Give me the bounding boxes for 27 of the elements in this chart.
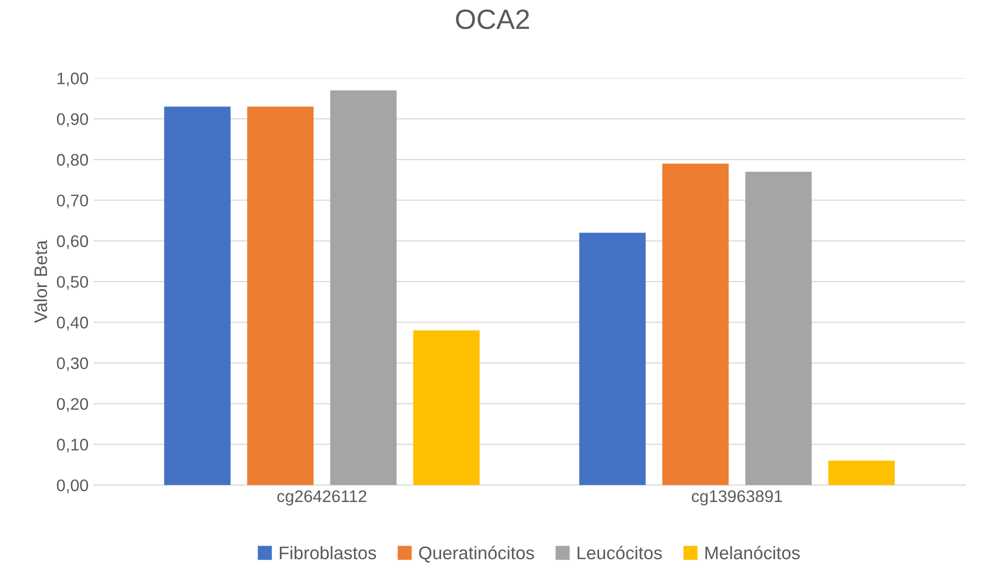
- y-axis-title: Valor Beta: [34, 240, 48, 323]
- y-tick-label: 0,60: [56, 235, 88, 250]
- y-tick-label: 0,30: [56, 357, 88, 372]
- y-tick-label: 0,40: [56, 316, 88, 330]
- y-tick-label: 0,50: [56, 276, 88, 290]
- legend-label: Fibroblastos: [280, 546, 376, 560]
- x-tick-label: cg13963891: [692, 490, 782, 506]
- legend-label: Leucócitos: [578, 546, 662, 560]
- y-tick-label: 0,00: [56, 479, 88, 494]
- legend-label: Queratinócitos: [419, 546, 534, 563]
- bar: [579, 232, 646, 486]
- y-tick-label: 0,10: [56, 438, 88, 453]
- bar: [247, 106, 314, 486]
- bar: [828, 460, 895, 486]
- y-tick-label: 0,20: [56, 398, 88, 412]
- bar: [413, 330, 480, 486]
- bar: [330, 90, 397, 486]
- legend-label: Melanócitos: [706, 546, 800, 560]
- chart-title: OCA2: [456, 9, 529, 30]
- bar: [745, 172, 812, 486]
- y-tick-label: 0,90: [56, 113, 88, 127]
- y-tick-label: 0,70: [56, 194, 88, 208]
- bar: [662, 164, 729, 486]
- x-tick-label: cg26426112: [277, 490, 366, 506]
- bar: [164, 106, 231, 486]
- y-tick-label: 1,00: [58, 72, 88, 86]
- y-tick-label: 0,80: [56, 154, 88, 168]
